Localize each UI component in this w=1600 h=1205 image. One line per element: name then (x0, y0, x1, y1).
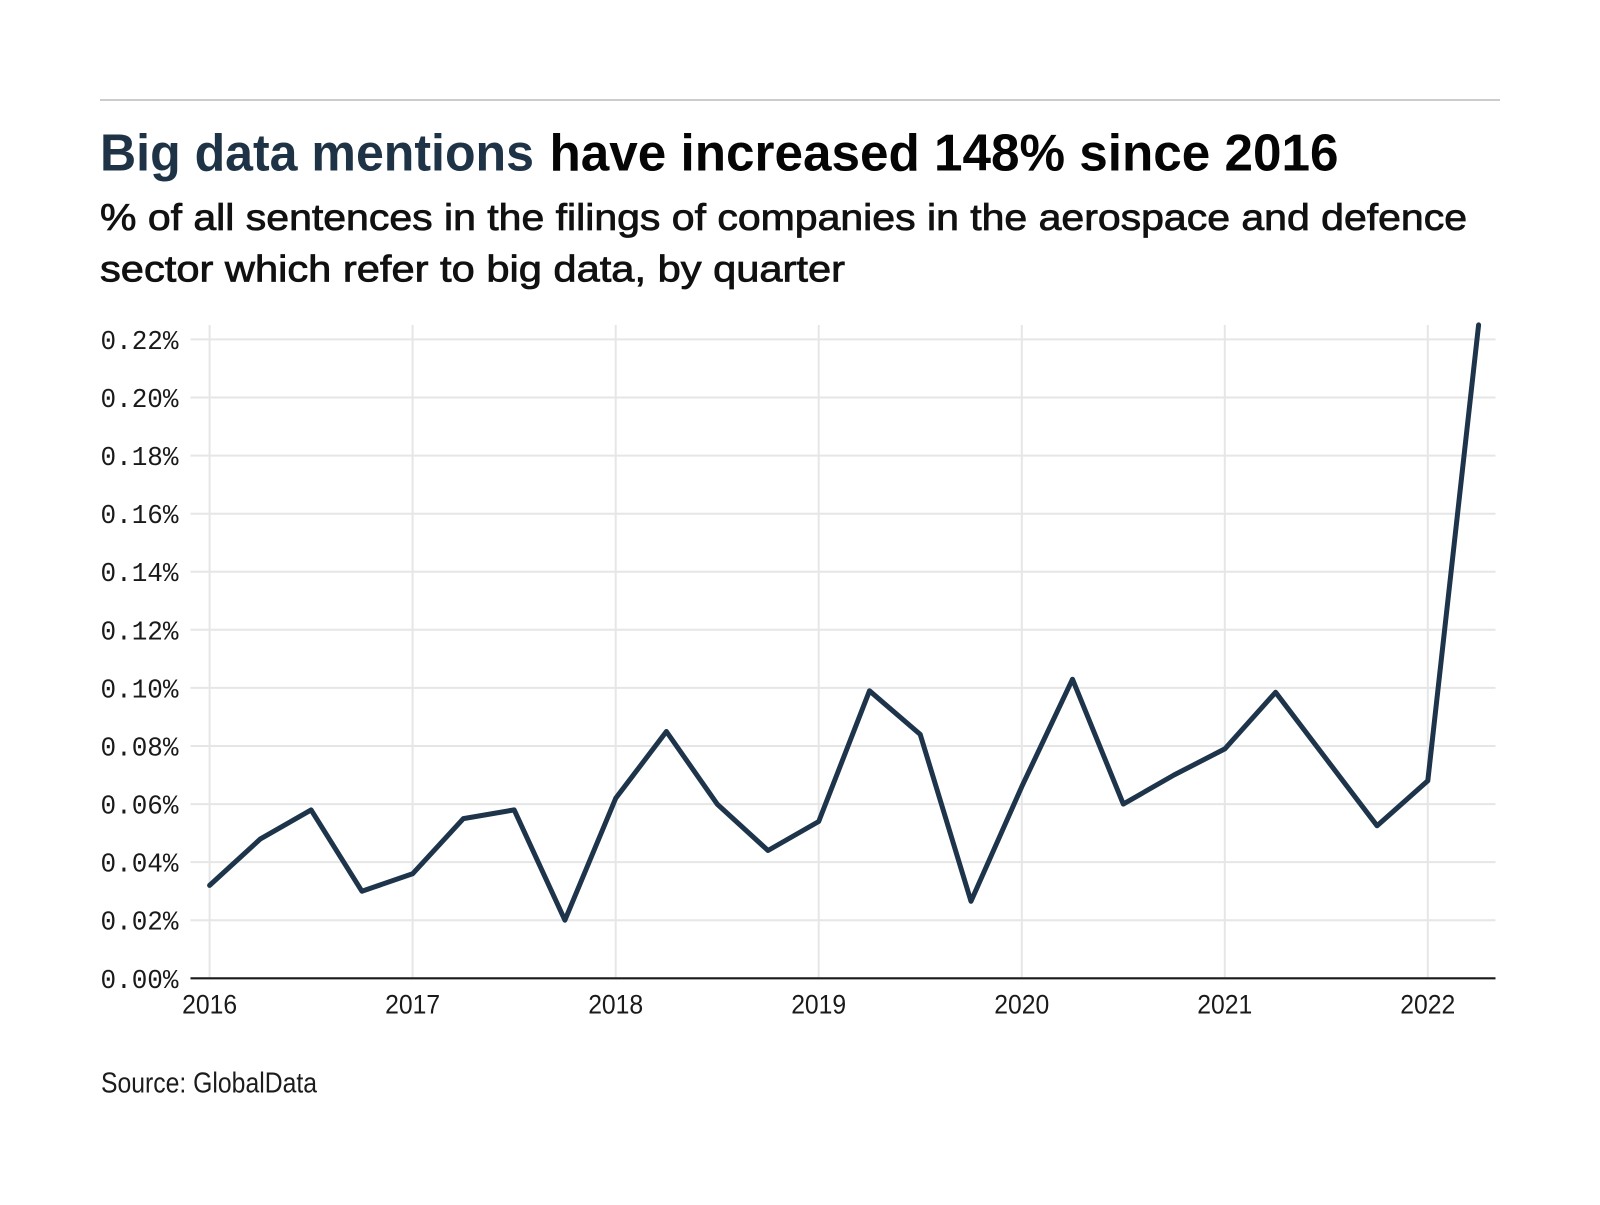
svg-text:0.18%: 0.18% (101, 444, 180, 474)
svg-text:0.12%: 0.12% (101, 618, 180, 648)
svg-text:0.04%: 0.04% (101, 851, 180, 881)
svg-text:2019: 2019 (791, 990, 846, 1020)
svg-text:2018: 2018 (588, 990, 643, 1020)
svg-text:0.00%: 0.00% (101, 967, 180, 997)
svg-text:0.14%: 0.14% (101, 560, 180, 590)
svg-text:2016: 2016 (182, 990, 237, 1020)
svg-text:0.08%: 0.08% (101, 735, 180, 765)
svg-text:0.16%: 0.16% (101, 502, 180, 532)
svg-text:2021: 2021 (1197, 990, 1252, 1020)
svg-text:2017: 2017 (385, 990, 440, 1020)
svg-text:2020: 2020 (994, 990, 1049, 1020)
svg-text:sector which refer to big data: sector which refer to big data, by quart… (100, 249, 845, 290)
svg-text:% of all sentences in the fili: % of all sentences in the filings of com… (100, 197, 1467, 238)
svg-text:0.10%: 0.10% (101, 676, 180, 706)
svg-text:0.20%: 0.20% (101, 386, 180, 416)
svg-text:Source: GlobalData: Source: GlobalData (101, 1068, 318, 1100)
svg-text:2022: 2022 (1400, 990, 1455, 1020)
svg-text:0.22%: 0.22% (101, 328, 180, 358)
svg-text:0.06%: 0.06% (101, 793, 180, 823)
svg-text:0.02%: 0.02% (101, 909, 180, 939)
